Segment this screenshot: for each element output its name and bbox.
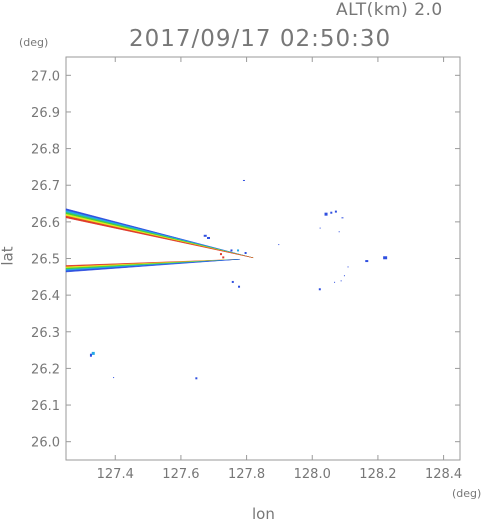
x-tick-label: 127.8 <box>228 467 265 482</box>
echo-point <box>347 266 349 268</box>
y-tick-label: 26.8 <box>31 143 60 158</box>
echo-point <box>324 212 328 216</box>
echo-point <box>365 260 369 263</box>
x-axis-label: lon <box>252 505 275 523</box>
echo-point <box>338 231 340 233</box>
echo-point <box>278 244 280 246</box>
plot-frame <box>65 56 461 461</box>
y-tick-label: 26.1 <box>31 399 60 414</box>
x-ticks: 127.4 127.6 127.8 128.0 128.2 128.4 <box>97 57 462 482</box>
upper-beam-band-red <box>65 215 254 258</box>
y-tick-label: 26.3 <box>31 326 60 341</box>
x-axis-unit: (deg) <box>452 487 482 500</box>
altitude-label: ALT(km) 2.0 <box>336 0 443 20</box>
echo-point <box>318 288 321 291</box>
echo-point <box>334 281 336 283</box>
echo-point <box>340 280 342 282</box>
y-tick-label: 26.4 <box>31 289 60 304</box>
echo-point <box>334 210 337 213</box>
x-tick-label: 127.4 <box>97 467 134 482</box>
echo-point <box>89 353 92 357</box>
echo-point <box>195 377 198 380</box>
y-tick-label: 27.0 <box>31 69 60 84</box>
y-tick-label: 26.9 <box>31 106 60 121</box>
y-tick-label: 26.6 <box>31 216 60 231</box>
echo-point <box>230 249 233 252</box>
echo-point <box>244 252 247 255</box>
lower-beam-band-blue <box>65 259 241 273</box>
chart-title-timestamp: 2017/09/17 02:50:30 <box>129 26 392 52</box>
y-tick-label: 26.5 <box>31 253 60 268</box>
x-tick-label: 128.4 <box>425 467 462 482</box>
echo-point <box>203 234 207 237</box>
echo-point <box>383 256 388 260</box>
x-tick-label: 128.2 <box>359 467 396 482</box>
y-tick-label: 26.2 <box>31 362 60 377</box>
x-tick-label: 127.6 <box>162 467 199 482</box>
echo-point <box>237 249 240 252</box>
beam-group <box>65 208 254 273</box>
echo-point <box>341 217 344 219</box>
echo-point <box>343 275 345 277</box>
echo-point <box>206 236 210 239</box>
echo-point <box>113 377 115 379</box>
echo-point <box>91 351 95 355</box>
x-tick-label: 128.0 <box>294 467 331 482</box>
echo-point <box>330 211 333 214</box>
echo-point <box>242 179 245 181</box>
echo-point <box>231 280 234 283</box>
echo-point <box>222 256 225 259</box>
y-axis-unit: (deg) <box>19 36 49 49</box>
echo-point <box>219 253 222 256</box>
echo-point <box>319 227 321 229</box>
y-tick-label: 26.0 <box>31 436 60 451</box>
y-ticks: 26.0 26.1 26.2 26.3 26.4 26.5 26.6 26.7 26.8 26.9… <box>31 69 460 451</box>
echo-group <box>89 179 388 380</box>
y-tick-label: 26.7 <box>31 179 60 194</box>
echo-point <box>238 285 241 288</box>
